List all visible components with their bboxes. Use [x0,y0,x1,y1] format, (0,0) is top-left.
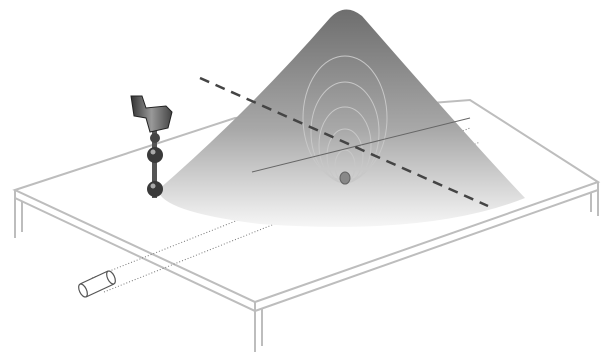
cylinder-edge [85,283,115,298]
device-shaft [152,128,157,198]
axis-line [251,117,471,173]
device-highlight [150,149,156,155]
signal-cone [158,9,525,227]
device-ball [147,147,163,163]
device-highlight [150,183,156,189]
cylinder-edge [79,270,109,285]
field-contours [302,55,388,185]
device-joint [150,133,160,143]
cylinder-end [106,270,116,285]
table [12,98,601,352]
cylinder-end [78,283,88,298]
dashed-line [199,76,489,208]
device-ball [147,181,163,197]
cylinder-body [80,271,114,297]
locator-device [130,95,173,198]
contour-core [339,171,351,185]
table-top [12,98,601,304]
device-head [130,95,173,133]
cylinder [78,270,116,298]
